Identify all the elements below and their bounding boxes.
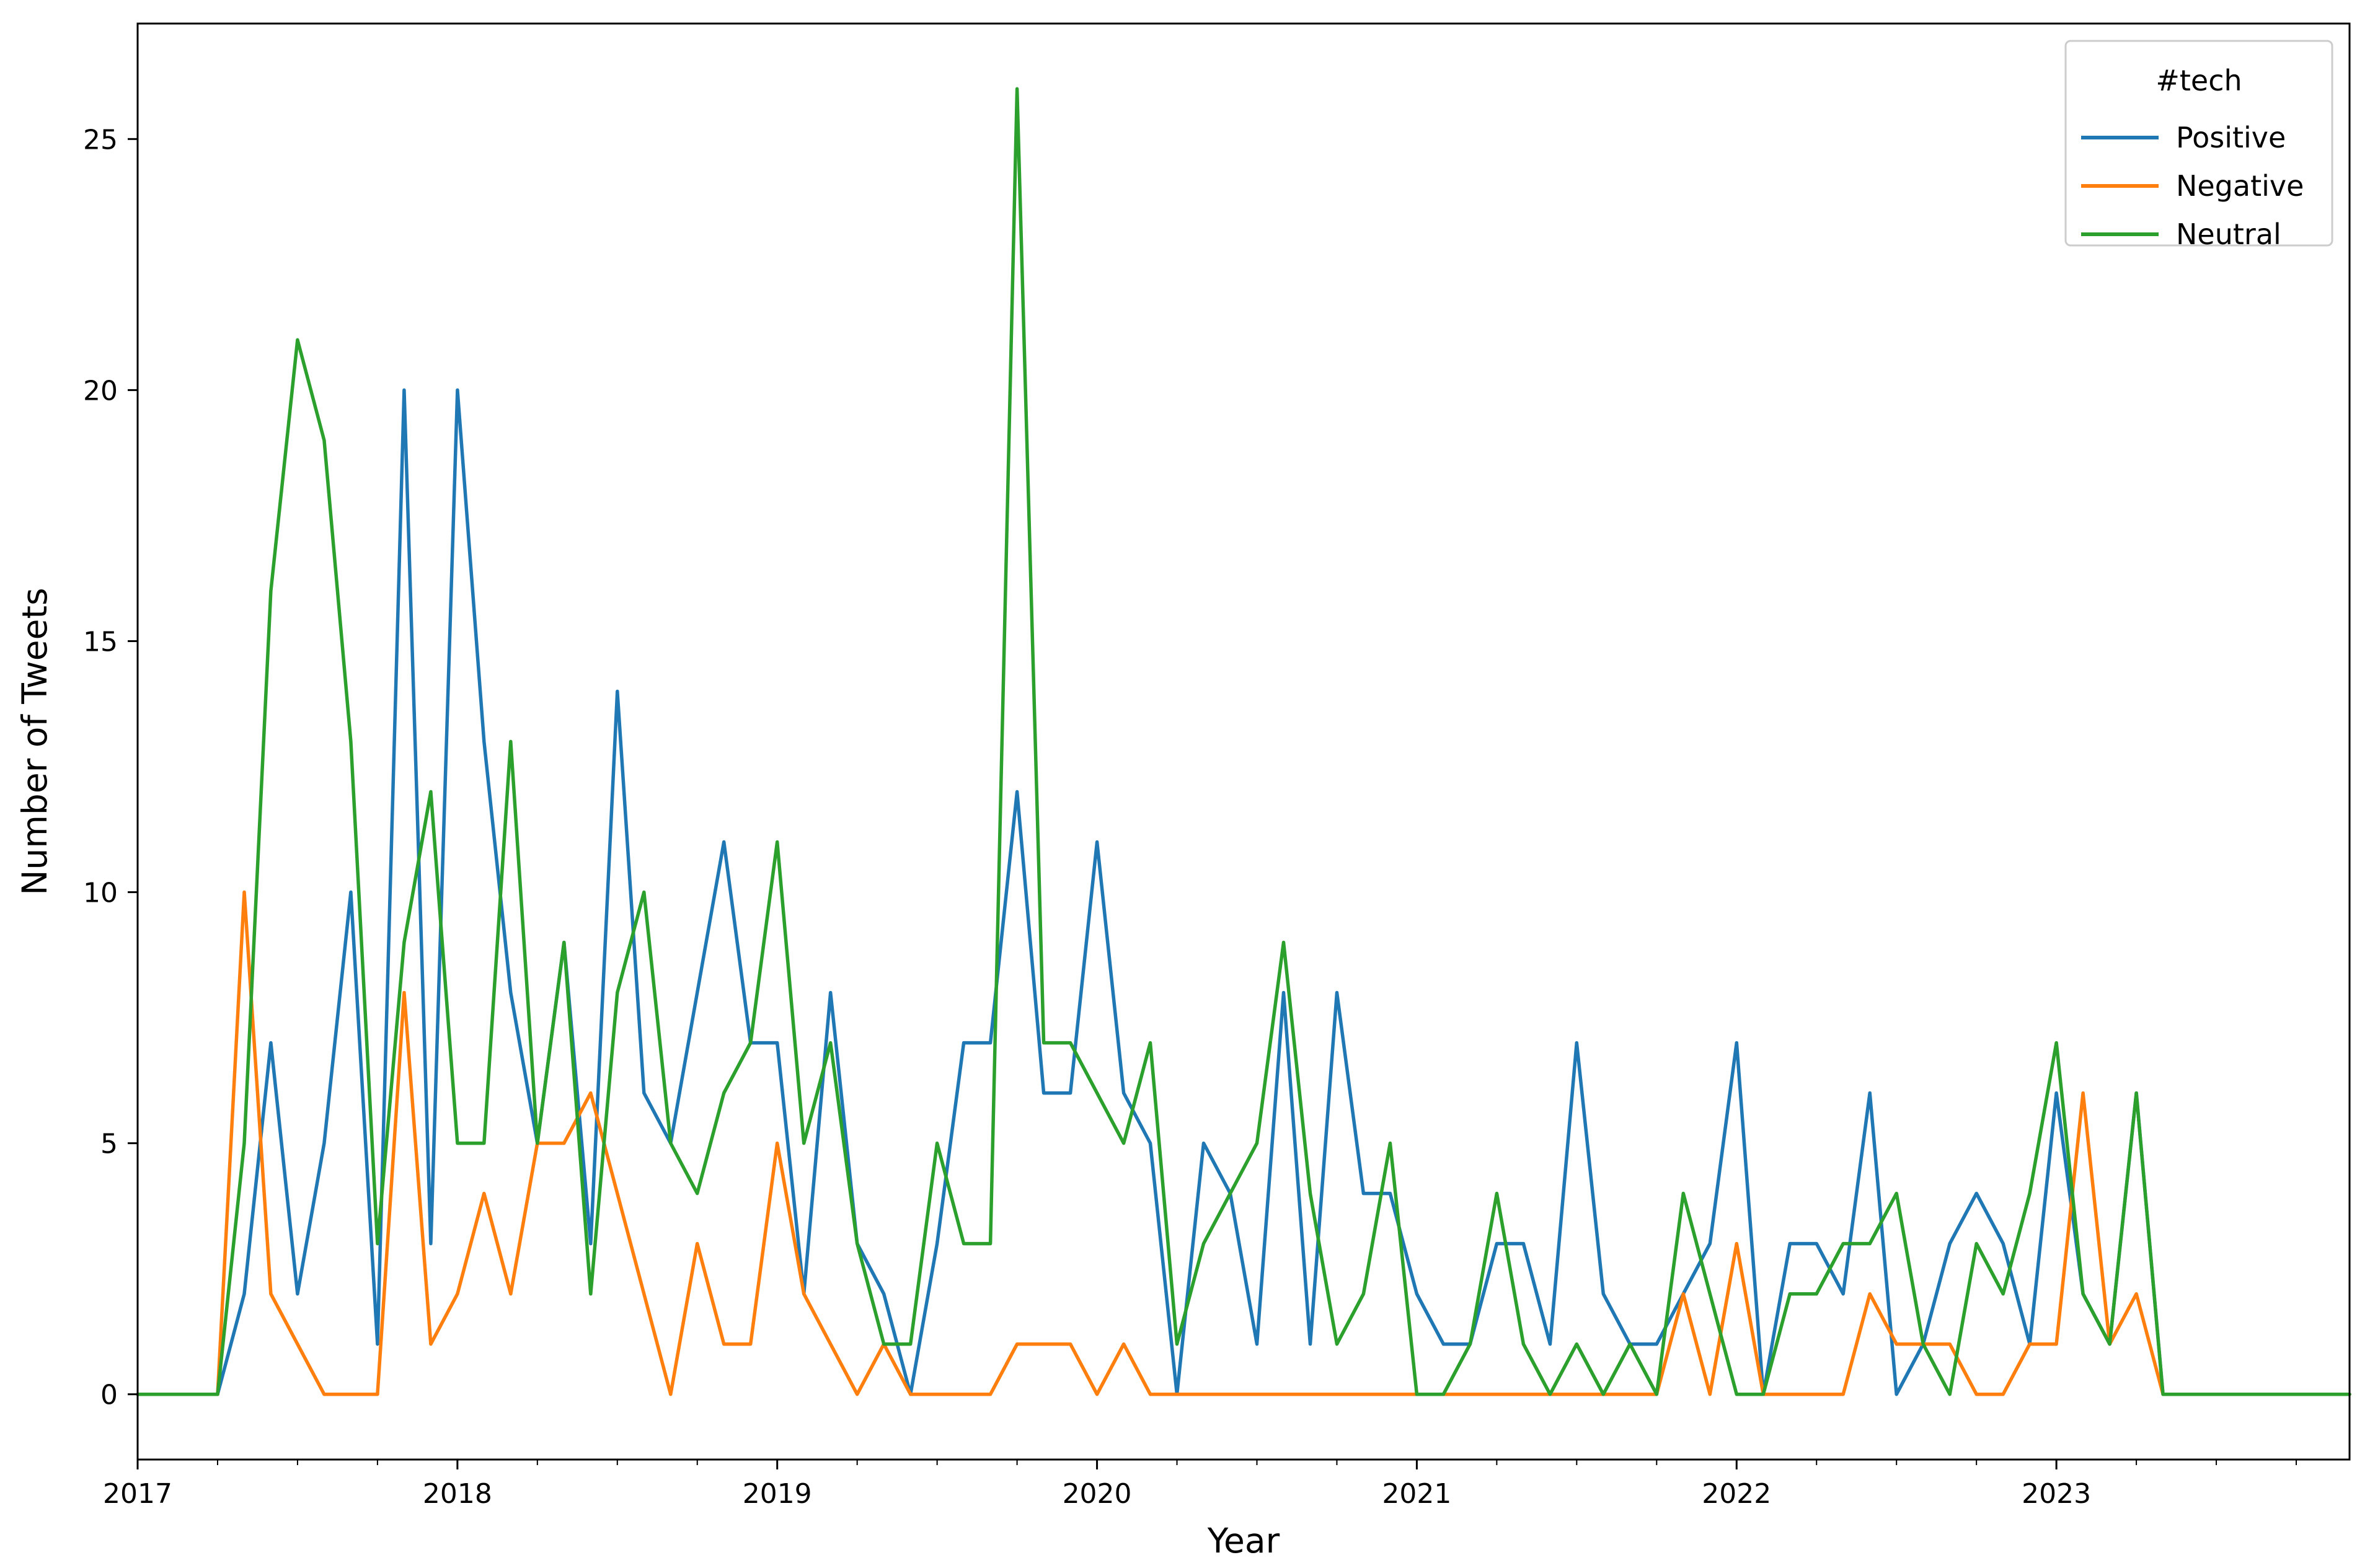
- x-axis: 2017 2018 2019 2020 2021 2022 2023: [103, 1460, 2297, 1510]
- y-tick-label: 0: [100, 1380, 118, 1411]
- x-tick-label: 2023: [2022, 1478, 2091, 1510]
- y-tick-label: 10: [83, 878, 118, 909]
- x-tick-label: 2018: [423, 1478, 492, 1510]
- x-tick-label: 2017: [103, 1478, 172, 1510]
- series-line-neutral: [136, 87, 2351, 1396]
- y-tick-label: 15: [83, 626, 118, 658]
- y-tick-label: 5: [100, 1129, 118, 1160]
- x-tick-label: 2022: [1702, 1478, 1771, 1510]
- legend: #tech Positive Negative Neutral: [2064, 40, 2333, 251]
- y-tick-label: 20: [83, 375, 118, 407]
- legend-box: [2064, 40, 2333, 247]
- legend-label-neutral: Neutral: [2176, 218, 2281, 251]
- legend-label-positive: Positive: [2176, 121, 2286, 154]
- series-line-positive: [136, 388, 2351, 1396]
- series-layer: [136, 87, 2351, 1396]
- y-tick-label: 25: [83, 124, 118, 156]
- x-tick-label: 2019: [743, 1478, 812, 1510]
- legend-title: #tech: [2156, 64, 2242, 97]
- x-tick-label: 2020: [1063, 1478, 1132, 1510]
- x-axis-title: Year: [1207, 1521, 1280, 1561]
- x-tick-label: 2021: [1382, 1478, 1451, 1510]
- y-axis: 0 5 10 15 20 25: [83, 124, 138, 1411]
- y-axis-title: Number of Tweets: [15, 588, 55, 895]
- legend-label-negative: Negative: [2176, 169, 2304, 203]
- plot-frame: [136, 22, 2351, 1461]
- series-line-negative: [136, 890, 2351, 1396]
